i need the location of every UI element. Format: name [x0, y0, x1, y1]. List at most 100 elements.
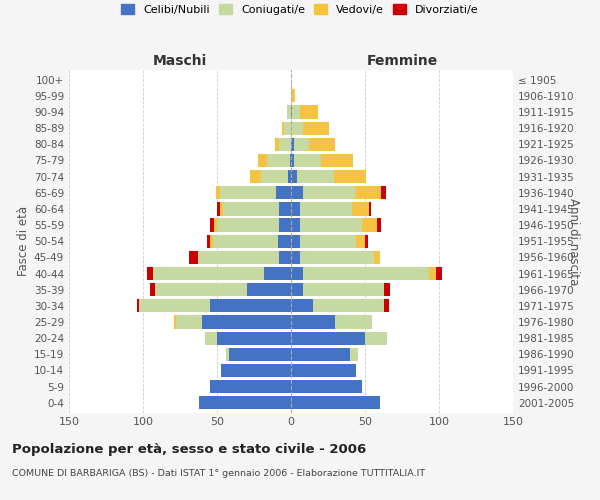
Bar: [139, 299, 209, 312]
Bar: [221, 364, 291, 377]
Bar: [300, 218, 362, 232]
Bar: [176, 316, 202, 328]
Bar: [209, 380, 291, 394]
Bar: [335, 316, 373, 328]
Bar: [291, 234, 300, 248]
Bar: [214, 218, 217, 232]
Bar: [300, 106, 317, 118]
Bar: [279, 202, 291, 215]
Bar: [291, 283, 303, 296]
Bar: [212, 234, 278, 248]
Bar: [384, 299, 389, 312]
Bar: [250, 170, 262, 183]
Bar: [206, 234, 209, 248]
Bar: [294, 154, 320, 167]
Bar: [384, 283, 390, 296]
Bar: [217, 202, 220, 215]
Bar: [209, 299, 291, 312]
Text: COMUNE DI BARBARIGA (BS) - Dati ISTAT 1° gennaio 2006 - Elaborazione TUTTITALIA.: COMUNE DI BARBARIGA (BS) - Dati ISTAT 1°…: [12, 468, 425, 477]
Bar: [202, 316, 291, 328]
Bar: [334, 170, 367, 183]
Bar: [279, 138, 291, 151]
Bar: [220, 202, 223, 215]
Bar: [290, 154, 291, 167]
Bar: [226, 348, 229, 361]
Bar: [291, 106, 292, 118]
Bar: [155, 283, 247, 296]
Bar: [148, 267, 154, 280]
Bar: [292, 106, 300, 118]
Bar: [247, 283, 291, 296]
Bar: [291, 380, 362, 394]
Bar: [287, 106, 291, 118]
Bar: [189, 251, 198, 264]
Bar: [355, 186, 381, 200]
Bar: [291, 348, 350, 361]
Bar: [352, 202, 370, 215]
Text: Femmine: Femmine: [367, 54, 437, 68]
Bar: [294, 138, 309, 151]
Bar: [291, 138, 294, 151]
Bar: [209, 234, 212, 248]
Bar: [303, 122, 329, 135]
Bar: [291, 89, 292, 102]
Legend: Celibi/Nubili, Coniugati/e, Vedovi/e, Divorziati/e: Celibi/Nubili, Coniugati/e, Vedovi/e, Di…: [118, 0, 482, 18]
Bar: [217, 218, 279, 232]
Bar: [291, 267, 303, 280]
Bar: [381, 186, 386, 200]
Text: Popolazione per età, sesso e stato civile - 2006: Popolazione per età, sesso e stato civil…: [12, 442, 366, 456]
Bar: [291, 332, 365, 345]
Bar: [209, 218, 214, 232]
Bar: [303, 267, 428, 280]
Bar: [268, 154, 290, 167]
Bar: [291, 122, 303, 135]
Bar: [313, 299, 384, 312]
Bar: [217, 332, 291, 345]
Bar: [174, 316, 176, 328]
Bar: [291, 170, 297, 183]
Bar: [291, 364, 356, 377]
Bar: [362, 218, 377, 232]
Bar: [297, 170, 334, 183]
Bar: [215, 186, 220, 200]
Bar: [265, 267, 291, 280]
Bar: [282, 122, 284, 135]
Bar: [365, 332, 387, 345]
Bar: [291, 218, 300, 232]
Bar: [365, 234, 368, 248]
Bar: [300, 234, 356, 248]
Bar: [300, 202, 352, 215]
Bar: [259, 154, 268, 167]
Bar: [291, 154, 294, 167]
Bar: [320, 154, 353, 167]
Text: Maschi: Maschi: [153, 54, 207, 68]
Bar: [154, 267, 265, 280]
Bar: [198, 251, 279, 264]
Bar: [377, 218, 381, 232]
Bar: [309, 138, 335, 151]
Bar: [223, 202, 279, 215]
Bar: [151, 283, 155, 296]
Bar: [350, 348, 358, 361]
Bar: [288, 170, 291, 183]
Bar: [300, 251, 374, 264]
Bar: [291, 186, 303, 200]
Bar: [428, 267, 436, 280]
Bar: [278, 234, 291, 248]
Bar: [356, 234, 365, 248]
Bar: [291, 202, 300, 215]
Bar: [436, 267, 442, 280]
Bar: [279, 218, 291, 232]
Bar: [275, 138, 279, 151]
Bar: [303, 186, 355, 200]
Bar: [262, 170, 288, 183]
Bar: [220, 186, 276, 200]
Bar: [205, 332, 217, 345]
Bar: [279, 251, 291, 264]
Y-axis label: Fasce di età: Fasce di età: [17, 206, 30, 276]
Bar: [374, 251, 380, 264]
Bar: [199, 396, 291, 409]
Bar: [291, 299, 313, 312]
Y-axis label: Anni di nascita: Anni di nascita: [567, 198, 580, 285]
Bar: [292, 89, 295, 102]
